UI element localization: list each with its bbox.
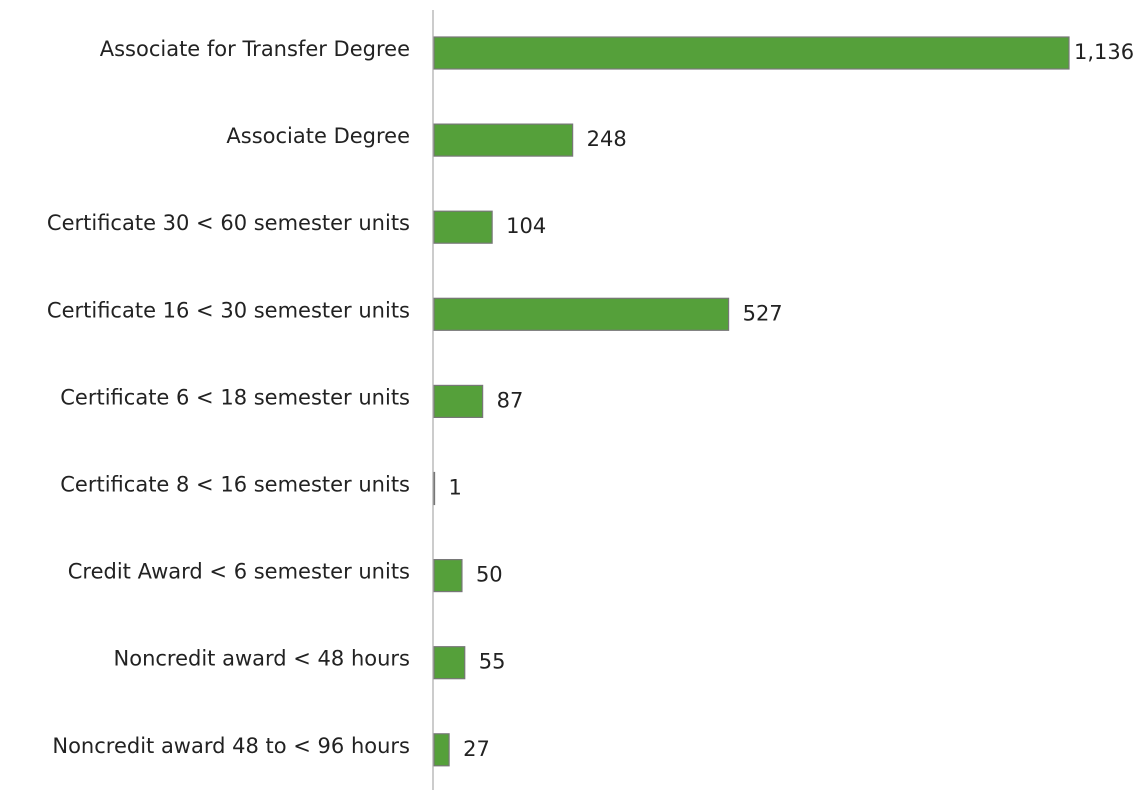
value-label: 104 [506,214,546,238]
category-label: Certificate 6 < 18 semester units [60,385,410,409]
value-label: 55 [479,650,506,674]
bar [433,297,730,331]
category-label: Certificate 16 < 30 semester units [47,298,410,322]
bar [433,558,463,593]
bar [433,210,493,244]
value-label: 50 [476,563,503,587]
value-label: 1 [449,476,462,500]
category-label: Associate Degree [226,124,410,148]
bar [433,733,450,767]
value-label: 27 [463,737,490,761]
bar [433,646,466,680]
category-label: Certificate 8 < 16 semester units [60,473,410,497]
bar [433,471,436,506]
value-label: 1,136 [1074,40,1133,64]
bar [433,36,1070,70]
value-label: 527 [743,301,783,325]
category-label: Noncredit award < 48 hours [114,647,410,671]
value-label: 87 [497,388,524,412]
bar [433,384,484,418]
category-label: Associate for Transfer Degree [100,37,410,61]
value-label: 248 [587,127,627,151]
category-label: Certificate 30 < 60 semester units [47,211,410,235]
category-label: Noncredit award 48 to < 96 hours [52,734,410,758]
bar [433,123,574,157]
category-label: Credit Award < 6 semester units [68,560,410,584]
